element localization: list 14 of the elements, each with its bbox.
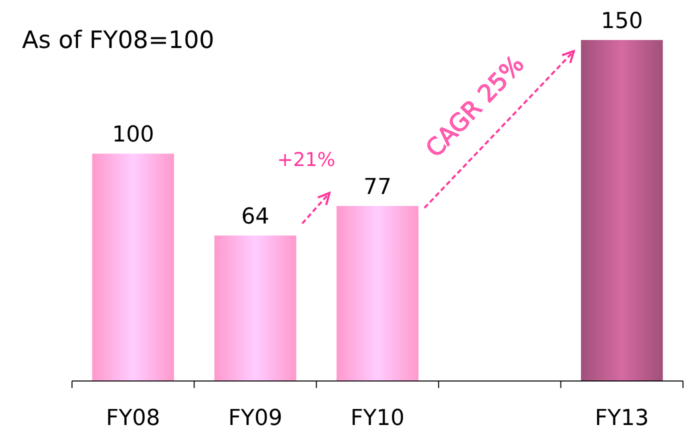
bar xyxy=(92,154,174,381)
x-tick-label: FY13 xyxy=(594,406,649,431)
x-tick-label: FY09 xyxy=(228,406,282,431)
data-label: 77 xyxy=(364,174,392,200)
bar xyxy=(214,236,296,381)
data-label: 100 xyxy=(112,122,154,148)
x-tick-label: FY08 xyxy=(106,406,160,431)
x-tick-label: FY10 xyxy=(350,406,405,431)
annotation: +21% xyxy=(277,148,336,171)
data-label: 150 xyxy=(600,9,643,34)
data-label: 64 xyxy=(241,204,270,230)
chart-title: As of FY08=100 xyxy=(22,26,214,54)
bar xyxy=(580,40,663,381)
bar xyxy=(336,206,418,381)
